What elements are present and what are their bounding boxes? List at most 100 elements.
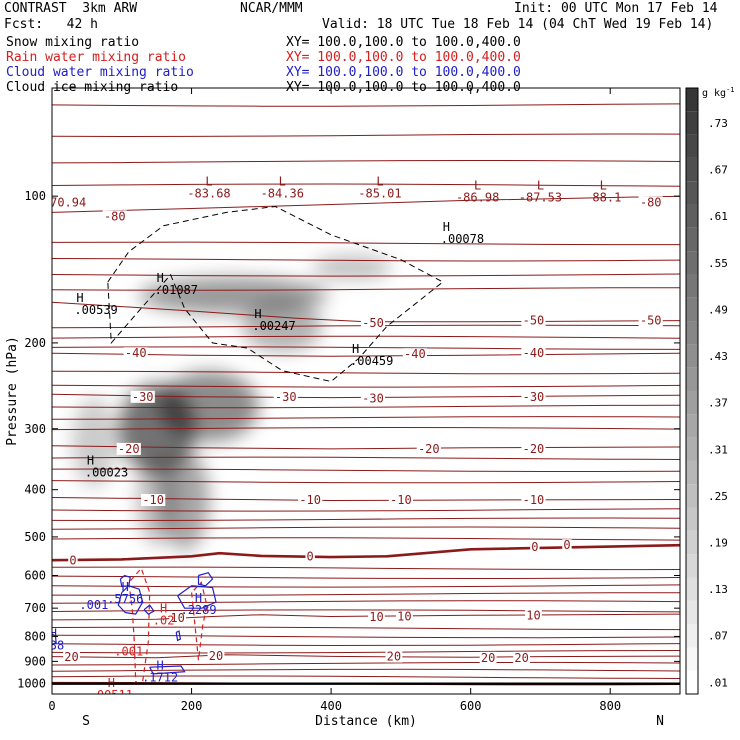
temperature-label: -30 [132, 390, 154, 404]
temperature-contour--50 [52, 301, 680, 323]
temperature-label: -40 [404, 347, 426, 361]
temperature-contour [52, 584, 680, 588]
plot-area: -80 -80 -70.94 -50 -50 -50 -40 -40 -40 -30 -30 -30 -… [43, 103, 680, 694]
temperature-label-bg [63, 651, 80, 664]
temperature-label: -40 [523, 346, 545, 360]
colorbar-bin [686, 391, 698, 415]
rain-contour [128, 567, 151, 685]
x-axis-label: Distance (km) [315, 714, 417, 729]
temperature-low-value: -83.68 [187, 186, 230, 200]
temperature-label-bg [388, 493, 413, 506]
south-end-label: S [82, 714, 90, 729]
ice-max-value: .00247 [252, 319, 295, 333]
x-tick-label: 0 [48, 699, 55, 713]
temperature-contour [52, 675, 680, 679]
rain-max-value: .02 [153, 614, 175, 628]
cloud-water-contour [149, 665, 186, 675]
temperature-contour [52, 370, 680, 375]
temperature-label-bg [305, 550, 315, 563]
temperature-contour [52, 609, 680, 613]
cloud-water-max-marker: H [50, 627, 57, 641]
ice-max-value: .00023 [85, 465, 128, 479]
colorbar-bin [686, 554, 698, 578]
temperature-label: -10 [523, 493, 545, 507]
y-tick-label: 700 [24, 601, 46, 615]
temperature-label-bg [521, 314, 546, 327]
temperature-label: -10 [299, 493, 321, 507]
temperature-label-bg [525, 609, 542, 622]
temperature-label: -80 [640, 195, 662, 209]
temperature-label-bg [169, 611, 186, 624]
temperature-contour-20 [52, 654, 680, 659]
cloud-water-contour [143, 604, 155, 615]
temperature-label: 10 [397, 609, 411, 623]
temperature-contour [52, 661, 680, 666]
colorbar-label: .43 [708, 350, 728, 363]
temperature-label-bg [360, 316, 386, 329]
temperature-label-bg [395, 610, 413, 623]
y-tick-label: 1000 [17, 677, 46, 691]
ice-max-marker: H [157, 271, 164, 285]
temperature-label-bg [530, 540, 540, 553]
temperature-label: -10 [142, 493, 164, 507]
colorbar-unit-exponent: -1 [726, 86, 734, 94]
temperature-contour [52, 668, 680, 672]
xy-cloud-water: XY= 100.0,100.0 to 100.0,400.0 [286, 65, 521, 80]
colorbar-label: .73 [708, 117, 728, 130]
cloud-water-contour [117, 585, 144, 615]
temperature-label: 20 [209, 649, 223, 663]
y-tick-label: 800 [24, 629, 46, 643]
temperature-low-value: -88.1 [585, 191, 621, 205]
colorbar-bin [686, 344, 698, 368]
temperature-label-bg [116, 442, 141, 455]
y-tick-label: 900 [24, 654, 46, 668]
temperature-label: 10 [369, 610, 383, 624]
x-tick-label: 600 [460, 699, 482, 713]
temperature-contour-10 [52, 613, 680, 621]
cloud-water-contour [119, 574, 131, 588]
temperature-label: -50 [362, 316, 384, 330]
temperature-label: -40 [125, 346, 147, 360]
field-name-rain: Rain water mixing ratio [6, 50, 187, 65]
temperature-low-value: -87.53 [519, 191, 562, 205]
snow-blob [71, 397, 116, 488]
colorbar-bin [686, 600, 698, 625]
temperature-contour [52, 346, 680, 350]
temperature-contour [52, 273, 680, 277]
temperature-contour--80 [52, 195, 680, 213]
temperature-label: 20 [514, 651, 528, 665]
snow-blob [312, 255, 393, 280]
temperature-low-marker: L [537, 179, 544, 193]
colorbar-label: .67 [708, 164, 728, 177]
temperature-contour-0 [52, 543, 680, 562]
temperature-label: -80 [104, 209, 126, 223]
temperature-contour [52, 626, 680, 631]
cloud-water-max-value: .1712 [142, 670, 178, 684]
temperature-label-bg [521, 347, 546, 360]
x-tick-label: 200 [181, 699, 203, 713]
colorbar-bin [686, 157, 698, 182]
temperature-contour [52, 566, 680, 571]
colorbar-bin [686, 460, 698, 485]
ice-max-value: .00539 [74, 303, 117, 317]
colorbar-bin [686, 181, 698, 205]
temperature-label-bg [513, 651, 531, 664]
temperature-label-bg [479, 651, 497, 664]
cloud-water-max-value: .2289 [180, 603, 216, 617]
cloud-water-max-marker: H [157, 658, 164, 672]
field-name-cloud-water: Cloud water mixing ratio [6, 65, 194, 80]
temperature-label: -20 [523, 442, 545, 456]
colorbar-label: .19 [708, 537, 728, 550]
temperature-label-bg [360, 392, 386, 405]
y-tick-label: 600 [24, 569, 46, 583]
rain-max-marker: H [160, 602, 167, 616]
rain-label: .001 [114, 645, 143, 659]
temperature-label: 20 [387, 650, 401, 664]
colorbar-frame [685, 87, 699, 695]
temperature-label-bg [141, 493, 166, 506]
temperature-label: 0 [69, 554, 76, 568]
temperature-label: -70.94 [43, 195, 86, 209]
temperature-label-bg [102, 210, 127, 223]
temperature-contour [52, 634, 680, 639]
